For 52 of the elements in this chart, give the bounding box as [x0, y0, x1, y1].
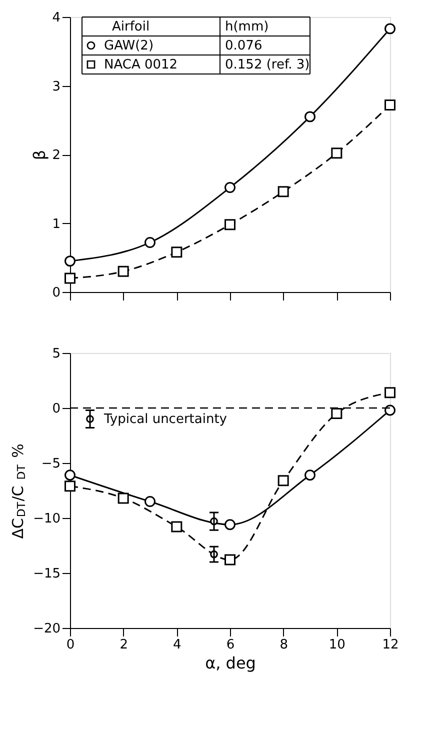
point: [144, 237, 156, 248]
point: [64, 480, 76, 492]
point: [224, 182, 236, 193]
y-tick-label: −15: [33, 566, 60, 582]
point: [64, 272, 76, 284]
y-tick-label: 1: [52, 216, 60, 232]
point: [304, 470, 316, 481]
annotation: 0.152 (ref. 3): [225, 58, 310, 72]
x-axis-title: α, deg: [205, 654, 256, 672]
y-axis-title: β: [30, 150, 50, 160]
x-tick-label: 2: [120, 638, 128, 652]
point: [118, 266, 129, 277]
y-tick-label: 0: [52, 286, 60, 300]
y-tick-label: 0: [52, 402, 60, 416]
annotation: h(mm): [225, 20, 269, 34]
point: [331, 408, 342, 419]
y-tick-label: 4: [52, 10, 60, 26]
x-tick-label: 4: [173, 638, 182, 652]
x-tick-label: 8: [280, 638, 288, 652]
point: [64, 470, 76, 481]
y-axis-title: ΔCDT/CDT %: [9, 444, 28, 539]
point: [384, 23, 396, 34]
point: [384, 100, 396, 110]
point: [278, 186, 289, 198]
point: [331, 148, 342, 159]
series-label: Typical uncertainty: [103, 412, 228, 427]
point: [171, 521, 182, 532]
legend-label: NACA 0012: [104, 58, 178, 72]
y-tick-label: −20: [33, 622, 60, 636]
annotation: 0.076: [225, 38, 262, 54]
point: [224, 554, 236, 566]
point: [224, 519, 236, 530]
y-tick-label: 5: [52, 346, 60, 362]
y-tick-label: 2: [52, 148, 60, 163]
point: [384, 404, 396, 416]
y-tick-label: −10: [33, 512, 60, 526]
y-tick-label: 3: [52, 79, 60, 94]
point: [171, 246, 182, 258]
x-tick-label: 0: [66, 638, 75, 652]
y-tick-label: −5: [41, 456, 60, 472]
point: [118, 492, 129, 504]
point: [64, 256, 76, 267]
legend-label: GAW(2): [104, 38, 154, 54]
x-tick-label: 6: [226, 638, 235, 652]
x-tick-label: 10: [328, 638, 346, 652]
point: [384, 387, 396, 398]
point: [304, 111, 316, 122]
point: [224, 219, 236, 230]
legend-title: Airfoil: [112, 20, 150, 34]
point: [144, 496, 156, 507]
x-tick-label: 12: [382, 638, 399, 652]
point: [278, 475, 289, 486]
